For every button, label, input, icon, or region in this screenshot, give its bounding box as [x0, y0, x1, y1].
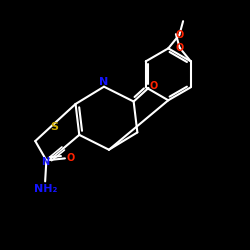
Text: O: O — [175, 30, 184, 40]
Text: O: O — [66, 153, 74, 163]
Text: N: N — [99, 77, 108, 87]
Text: O: O — [150, 81, 158, 91]
Text: S: S — [50, 122, 58, 132]
Text: NH₂: NH₂ — [34, 184, 57, 194]
Text: O: O — [176, 43, 184, 53]
Text: N: N — [41, 157, 50, 167]
